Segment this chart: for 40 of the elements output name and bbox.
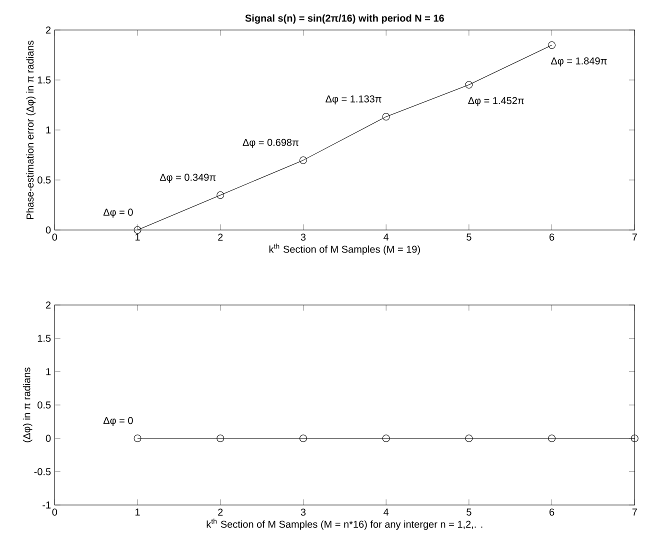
y-tick-label: 2 bbox=[46, 26, 51, 34]
y-tick-label: 0 bbox=[46, 434, 51, 442]
y-tick-label: 2 bbox=[46, 302, 51, 308]
annotation: Δφ = 1.133π bbox=[326, 95, 382, 104]
chart-title: Signal s(n) = sin(2π/16) with period N = 16 bbox=[245, 14, 444, 24]
annotation: Δφ = 0 bbox=[103, 208, 133, 218]
annotation: Δφ = 0.349π bbox=[160, 174, 216, 183]
annotation: Δφ = 1.849π bbox=[551, 57, 607, 66]
y-tick-label: 0.5 bbox=[38, 401, 51, 409]
x-tick-label: 2 bbox=[218, 234, 223, 241]
x-tick-label: 3 bbox=[300, 234, 306, 241]
x-tick-label: 2 bbox=[218, 508, 223, 516]
x-tick-label: 0 bbox=[52, 508, 58, 516]
y-tick-label: 1.5 bbox=[38, 76, 51, 84]
x-axis-title: k$^{th}$ Section of M Samples (M = n*16) for any interger n = 1,2,. . bbox=[206, 518, 482, 530]
y-tick-label: 1 bbox=[46, 368, 51, 376]
x-tick-label: 7 bbox=[632, 508, 637, 516]
annotation: Δφ = 0.698π bbox=[242, 138, 299, 148]
x-axis-title: k$^{th}$ Section of M Samples (M = 19) bbox=[269, 244, 420, 255]
y-tick-label: 0 bbox=[46, 226, 51, 234]
y-tick-label: -0.5 bbox=[34, 468, 51, 476]
annotation: Δφ = 1.452π bbox=[468, 97, 524, 106]
x-tick-label: 6 bbox=[550, 234, 554, 241]
y-axis-title: Phase-estimation error (Δφ) in π radians bbox=[26, 40, 36, 219]
x-tick-label: 1 bbox=[135, 508, 140, 516]
x-tick-label: 5 bbox=[466, 508, 472, 516]
x-tick-label: 5 bbox=[466, 234, 472, 241]
x-tick-label: 6 bbox=[550, 508, 554, 516]
x-tick-label: 0 bbox=[52, 234, 58, 241]
y-tick-label: 1 bbox=[46, 126, 51, 134]
y-axis-title: (Δφ) in π radians bbox=[22, 368, 32, 442]
y-tick-label: 1.5 bbox=[38, 334, 51, 342]
x-tick-label: 7 bbox=[632, 234, 637, 240]
annotation: Δφ = 0 bbox=[103, 417, 133, 426]
y-tick-label: 0.5 bbox=[38, 176, 51, 184]
x-tick-label: 1 bbox=[135, 234, 140, 240]
x-tick-label: 4 bbox=[384, 234, 389, 240]
y-tick-label: -1 bbox=[42, 502, 51, 508]
x-tick-label: 4 bbox=[384, 508, 389, 516]
x-tick-label: 3 bbox=[300, 508, 306, 516]
